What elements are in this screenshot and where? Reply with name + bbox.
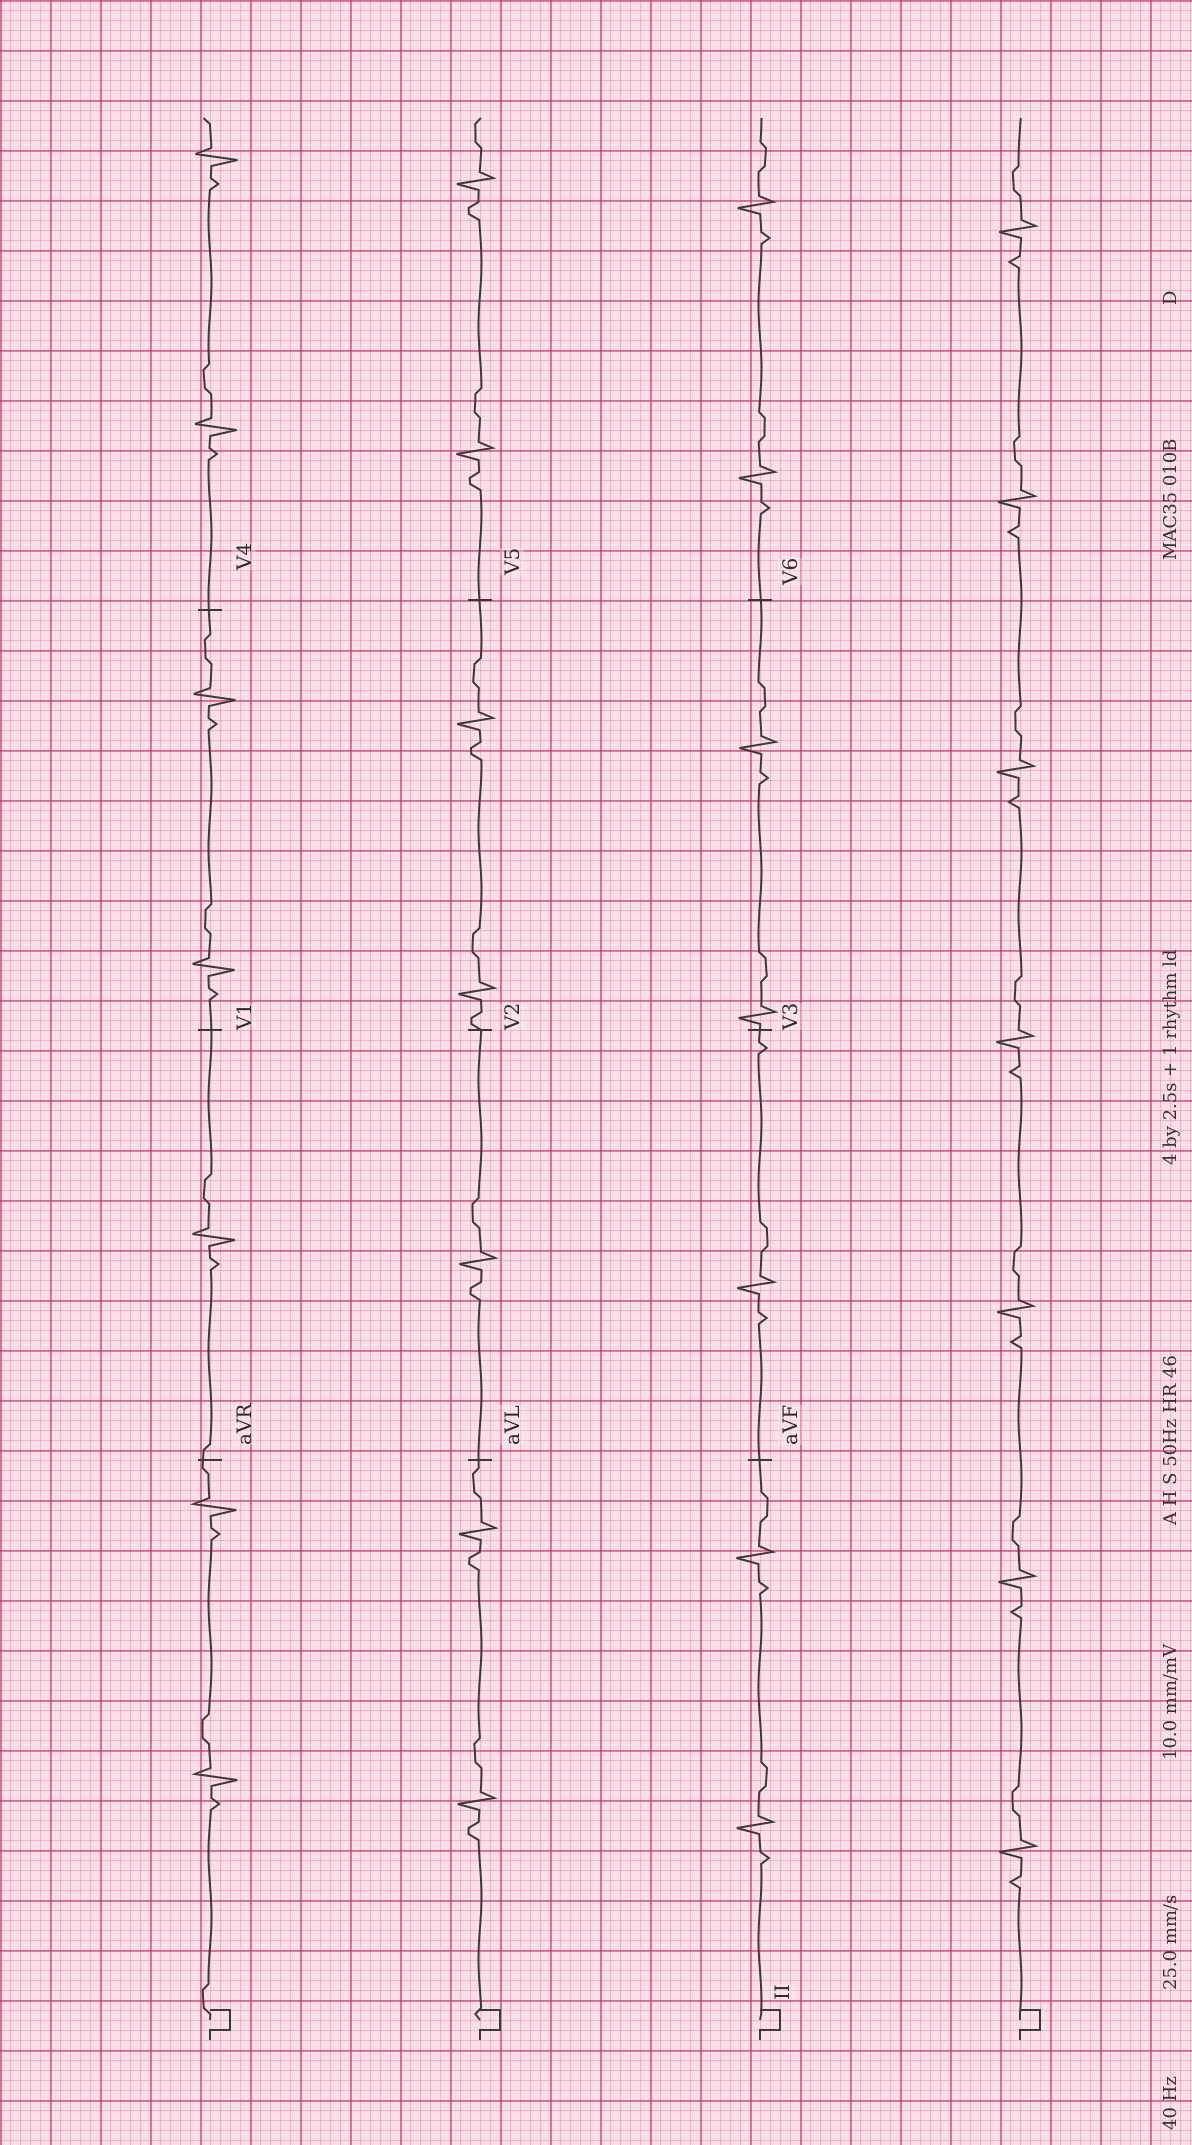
trace-row2: [456, 117, 499, 2021]
footer-device: MAC35 010B: [1160, 438, 1181, 560]
lead-label-v6: V6: [778, 557, 802, 585]
footer-filter: 40 Hz: [1160, 2076, 1181, 2130]
lead-label-v1: V1: [232, 1002, 256, 1030]
footer-format: 4 by 2.5s + 1 rhythm ld: [1160, 949, 1181, 1165]
calibration-pulse: [1019, 2009, 1041, 2040]
footer-suffix: D: [1160, 290, 1181, 305]
trace-row3: [736, 117, 780, 2021]
footer-gain: 10.0 mm/mV: [1160, 1643, 1181, 1760]
trace-rhythm: [996, 117, 1040, 2020]
footer-speed: 25.0 mm/s: [1160, 1894, 1181, 1990]
lead-label-v3: V3: [778, 1002, 802, 1030]
footer-hr: A H S 50Hz HR 46: [1160, 1355, 1181, 1525]
lead-label-avr: aVR: [232, 1403, 256, 1445]
trace-row1: [189, 117, 238, 2021]
lead-label-avl: aVL: [500, 1405, 524, 1445]
lead-label-v5: V5: [500, 547, 524, 575]
lead-label-v4: V4: [232, 542, 256, 570]
lead-label-avf: aVF: [778, 1404, 802, 1445]
calibration-pulse: [209, 2009, 231, 2040]
lead-label-v2: V2: [500, 1002, 524, 1030]
lead-label-ii: II: [770, 1984, 794, 2000]
calibration-pulse: [759, 2009, 781, 2040]
calibration-pulse: [479, 2009, 501, 2040]
